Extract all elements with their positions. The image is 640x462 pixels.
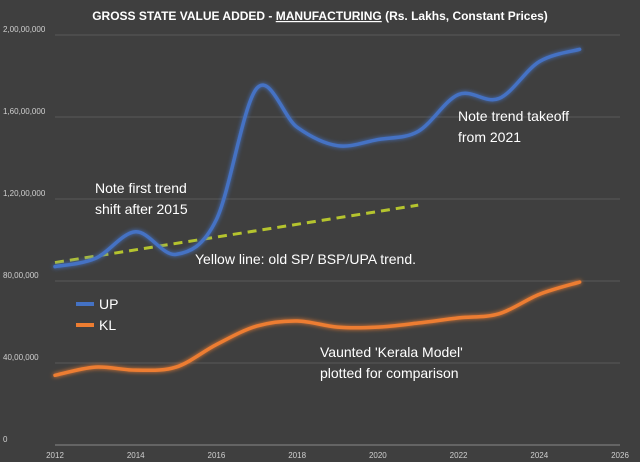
legend-label-kl: KL [99,317,116,333]
x-tick-label: 2012 [46,451,64,460]
svg-text:Vaunted 'Kerala Model'plotted: Vaunted 'Kerala Model' plotted for compar… [320,344,463,381]
annotation-first-trend: Note first trend shift after 2015 [95,180,188,217]
annotation-kerala-model: Vaunted 'Kerala Model' plotted for compar… [320,344,463,381]
series-group [53,47,582,378]
y-tick-label: 40,00,000 [3,353,39,362]
annotation-yellow-line: Yellow line: old SP/ BSP/UPA trend. [195,251,416,267]
trend-line-old [54,203,419,265]
y-tick-label: 0 [3,435,8,444]
chart-title: GROSS STATE VALUE ADDED - MANUFACTURING … [92,9,548,23]
x-tick-label: 2018 [288,451,306,460]
x-tick-label: 2022 [450,451,468,460]
series-line-kl [53,280,582,378]
y-tick-label: 1,60,00,000 [3,107,46,116]
annotation-first-trend-line-2: shift after 2015 [95,201,188,217]
y-tick-label: 2,00,00,000 [3,25,46,34]
annotation-kerala-line-2: plotted for comparison [320,365,459,381]
x-axis: 2012 2014 2016 2018 2020 2022 2024 2026 [46,451,629,460]
chart-title-emphasis: MANUFACTURING [276,9,382,23]
svg-text:Yellow line: old SP/ BSP/UPA t: Yellow line: old SP/ BSP/UPA trend. [195,251,416,267]
x-tick-label: 2016 [208,451,226,460]
x-tick-label: 2024 [530,451,548,460]
y-axis: 0 40,00,000 80,00,000 1,20,00,000 1,60,00,00… [3,25,46,444]
legend-label-up: UP [99,296,118,312]
x-tick-label: 2020 [369,451,387,460]
gridlines [55,34,620,446]
chart-title-prefix: GROSS STATE VALUE ADDED - [92,9,276,23]
chart-title-suffix: (Rs. Lakhs, Constant Prices) [382,9,548,23]
annotation-kerala-line-1: Vaunted 'Kerala Model' [320,344,463,360]
annotation-yellow-line-text: Yellow line: old SP/ BSP/UPA trend. [195,251,416,267]
x-tick-label: 2026 [611,451,629,460]
annotation-trend-takeoff: Note trend takeoff from 2021 [458,108,569,145]
annotation-trend-takeoff-line-1: Note trend takeoff [458,108,569,124]
series-line-up [53,47,582,269]
x-tick-label: 2014 [127,451,145,460]
annotation-trend-takeoff-line-2: from 2021 [458,129,521,145]
legend: UP KL [76,296,118,333]
annotation-first-trend-line-1: Note first trend [95,180,187,196]
y-tick-label: 1,20,00,000 [3,189,46,198]
y-tick-label: 80,00,000 [3,271,39,280]
